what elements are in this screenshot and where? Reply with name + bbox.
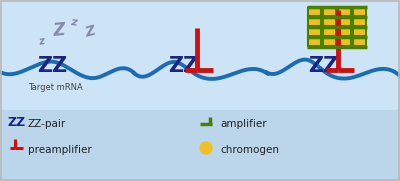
Text: preamplifier: preamplifier — [28, 145, 92, 155]
Bar — [338, 38, 351, 46]
Bar — [353, 18, 366, 26]
Text: ZZ: ZZ — [37, 56, 67, 76]
Text: Z: Z — [52, 20, 66, 39]
Text: ZZ: ZZ — [168, 56, 198, 76]
Bar — [308, 28, 321, 36]
Text: amplifier: amplifier — [220, 119, 267, 129]
Bar — [323, 18, 336, 26]
Bar — [353, 38, 366, 46]
Text: Target mRNA: Target mRNA — [28, 83, 82, 92]
Bar — [308, 8, 321, 16]
Bar — [353, 28, 366, 36]
Bar — [308, 38, 321, 46]
Bar — [338, 18, 351, 26]
Bar — [338, 8, 351, 16]
Text: z: z — [70, 17, 77, 27]
Bar — [308, 18, 321, 26]
Bar — [323, 28, 336, 36]
Bar — [338, 28, 351, 36]
Text: z: z — [38, 37, 45, 47]
Text: ZZ: ZZ — [8, 115, 26, 129]
Bar — [323, 8, 336, 16]
Text: ZZ-pair: ZZ-pair — [28, 119, 66, 129]
Text: chromogen: chromogen — [220, 145, 279, 155]
Bar — [353, 8, 366, 16]
Text: Z: Z — [84, 24, 97, 40]
Circle shape — [200, 142, 212, 154]
Bar — [0, 110, 400, 181]
Text: ZZ: ZZ — [308, 56, 338, 76]
Bar — [323, 38, 336, 46]
